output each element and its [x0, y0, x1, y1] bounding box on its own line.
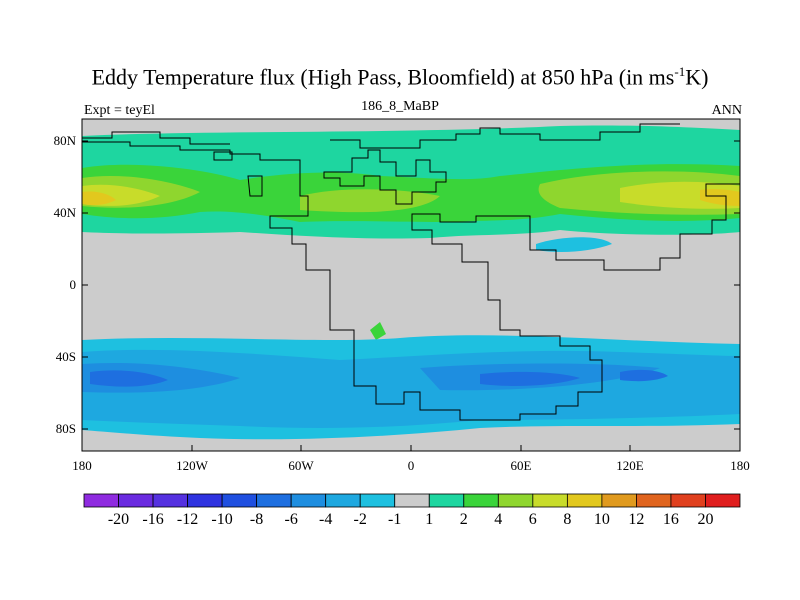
colorbar-swatch — [83, 493, 119, 508]
colorbar-swatch — [187, 493, 223, 508]
season-label: ANN — [711, 103, 742, 118]
x-tick-60w: 60W — [288, 458, 314, 473]
colorbar-label: -6 — [284, 511, 298, 528]
colorbar-swatch — [532, 493, 568, 508]
map-title: Eddy Temperature flux (High Pass, Bloomf… — [0, 64, 800, 90]
x-tick-120w: 120W — [176, 458, 208, 473]
arctic-coast — [82, 123, 680, 149]
y-tick-80n: 80N — [53, 133, 76, 148]
colorbar-label: -2 — [353, 511, 367, 528]
colorbar-label: 16 — [662, 511, 679, 528]
colorbar-label: -20 — [107, 511, 130, 528]
sh-band-6 — [90, 369, 668, 387]
colorbar-label: 12 — [628, 511, 645, 528]
experiment-label: Expt = teyEl — [84, 103, 155, 118]
continent-outline — [82, 141, 740, 421]
x-tick-180e: 180 — [730, 458, 750, 473]
colorbar-swatch — [221, 493, 258, 508]
x-tick-180w: 180 — [72, 458, 92, 473]
colorbar-swatch — [290, 493, 327, 508]
colorbar-label: 10 — [593, 511, 610, 528]
colorbar-swatch — [359, 493, 396, 508]
islands-outline — [213, 151, 263, 197]
map-subtitle: 186_8_MaBP — [361, 99, 439, 114]
colorbar-label: 2 — [459, 511, 468, 528]
y-tick-40n: 40N — [53, 205, 76, 220]
title-end: K) — [685, 64, 709, 90]
eurasia-interior-outline — [323, 149, 447, 205]
field-layer — [82, 119, 740, 451]
colorbar-swatch — [601, 493, 637, 508]
nh-band-8 — [82, 181, 740, 209]
x-tick-120e: 120E — [616, 458, 644, 473]
colorbar-swatch — [256, 493, 292, 508]
x-tick-0: 0 — [407, 458, 415, 473]
nh-negative-patch — [536, 237, 612, 252]
y-tick-40s: 40S — [55, 349, 76, 364]
colorbar-swatch — [325, 493, 361, 508]
colorbar-label: -8 — [249, 511, 264, 528]
colorbar-label: -10 — [211, 511, 233, 528]
colorbar-swatch — [497, 493, 534, 508]
colorbar-label: 6 — [528, 511, 537, 528]
colorbar-label: 4 — [494, 511, 503, 528]
colorbar-swatch — [566, 493, 603, 508]
y-tick-0: 0 — [69, 277, 77, 292]
colorbar-swatch — [118, 493, 154, 508]
colorbar-swatch — [705, 493, 741, 508]
colorbar-label: -1 — [388, 511, 402, 528]
coastlines — [82, 123, 740, 421]
title-superscript: -1 — [674, 64, 686, 79]
colorbar-swatch — [428, 493, 465, 508]
colorbar-label: -16 — [142, 511, 164, 528]
colorbar-label: -12 — [176, 511, 199, 528]
colorbar-swatch — [463, 493, 499, 508]
colorbar — [83, 493, 741, 508]
colorbar-label: 8 — [563, 511, 572, 528]
title-text: Eddy Temperature flux (High Pass, Bloomf… — [91, 64, 675, 90]
colorbar-label: -4 — [319, 511, 333, 528]
colorbar-swatch — [670, 493, 706, 508]
colorbar-swatch — [636, 493, 672, 508]
colorbar-swatch — [394, 493, 430, 508]
tick-marks — [81, 140, 741, 451]
y-tick-80s: 80S — [55, 421, 76, 436]
tropical-patch — [370, 322, 386, 340]
x-tick-60e: 60E — [510, 458, 532, 473]
colorbar-swatch — [152, 493, 188, 508]
colorbar-label: 20 — [697, 511, 714, 528]
colorbar-label: 1 — [425, 511, 434, 528]
nh-band-6 — [82, 171, 740, 215]
